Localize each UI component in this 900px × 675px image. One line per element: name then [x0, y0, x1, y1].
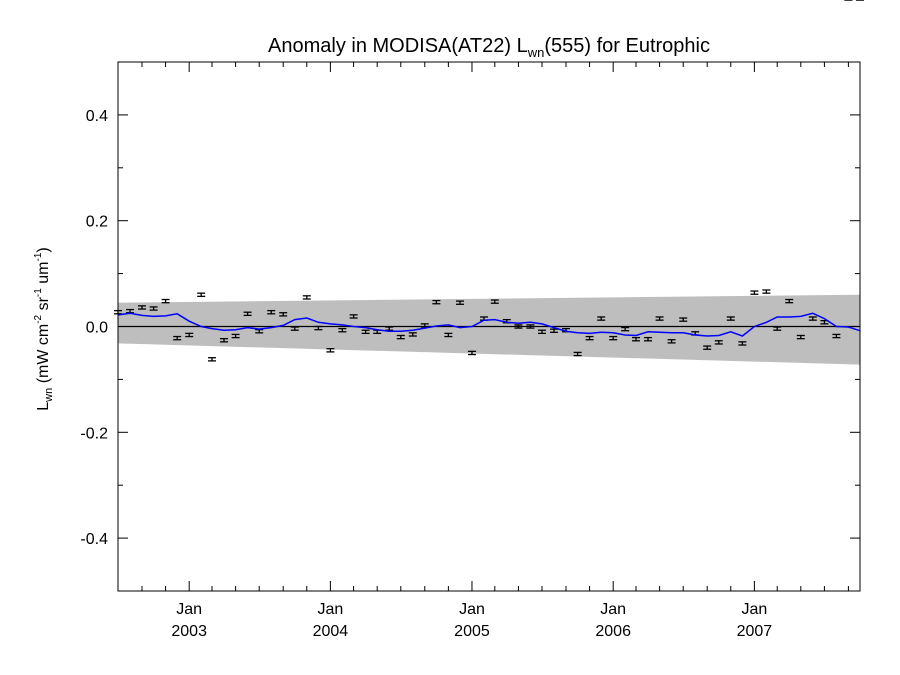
anomaly-point: [808, 316, 817, 321]
y-axis-ticks: 0.4 0.2 0.0 -0.2 -0.4: [80, 61, 860, 592]
y-axis-label-sup2: -1: [33, 288, 44, 297]
x-tick-label-month: Jan: [459, 601, 485, 618]
anomaly-point: [208, 357, 217, 362]
chart-title-rest: (555) for Eutrophic: [544, 35, 710, 57]
confidence-band-layer: [118, 294, 860, 365]
y-axis-label-units-um: um: [35, 262, 52, 289]
anomaly-point: [514, 324, 523, 329]
anomaly-point: [773, 326, 782, 331]
anomaly-point: [220, 338, 228, 343]
anomaly-point: [644, 336, 652, 342]
y-tick-label: -0.4: [80, 531, 108, 548]
anomaly-point: [621, 326, 630, 332]
anomaly-point: [655, 316, 664, 321]
anomaly-point: [573, 351, 582, 357]
x-tick-label-year: 2004: [313, 623, 349, 640]
y-axis-label-sup3: -1: [33, 252, 44, 261]
anomaly-point: [197, 292, 206, 297]
anomaly-point: [185, 332, 194, 338]
y-axis-label-symbol: L: [35, 402, 52, 411]
anomaly-point: [538, 329, 546, 335]
x-tick-label-year: 2007: [737, 623, 773, 640]
anomaly-point: [667, 339, 676, 344]
anomaly-point: [326, 348, 335, 353]
anomaly-point: [467, 350, 476, 356]
anomaly-point: [267, 309, 276, 315]
anomaly-point: [585, 335, 594, 341]
anomaly-point: [349, 314, 358, 319]
y-axis-label-units: (mW cm: [35, 324, 52, 388]
anomaly-point: [762, 289, 771, 294]
anomaly-point: [609, 335, 618, 341]
anomaly-point: [173, 335, 182, 341]
anomaly-point: [679, 317, 688, 322]
y-tick-label: -0.2: [80, 425, 108, 442]
anomaly-point: [726, 316, 735, 321]
anomaly-point: [750, 290, 759, 295]
anomaly-point: [738, 341, 747, 346]
anomaly-point: [526, 324, 535, 329]
anomaly-point: [408, 332, 417, 337]
x-tick-label-year: 2006: [595, 623, 631, 640]
anomaly-point: [490, 299, 499, 304]
chart-title-main: Anomaly in MODISA(AT22) L: [268, 35, 528, 57]
anomaly-point: [444, 332, 453, 338]
anomaly-point: [302, 295, 311, 300]
anomaly-point: [597, 316, 606, 321]
y-tick-label: 0.2: [86, 214, 108, 231]
y-axis-label: Lwn (mW cm-2 sr-1 um-1): [33, 247, 55, 410]
y-axis-label-close: ): [35, 247, 52, 252]
y-axis-label-units-sr: sr: [35, 296, 52, 314]
anomaly-point: [632, 336, 641, 342]
anomaly-point: [455, 300, 464, 305]
anomaly-point: [796, 334, 805, 340]
x-tick-label-month: Jan: [600, 601, 626, 618]
x-tick-label-month: Jan: [741, 601, 767, 618]
anomaly-point: [279, 312, 288, 317]
anomaly-point: [149, 306, 158, 311]
anomaly-point: [832, 333, 841, 339]
chart-title-subscript: wn: [527, 45, 545, 60]
anomaly-point: [338, 327, 347, 333]
x-tick-label-year: 2003: [171, 623, 207, 640]
anomaly-point: [396, 334, 405, 340]
x-tick-label-month: Jan: [176, 601, 202, 618]
x-tick-label-month: Jan: [317, 601, 343, 618]
anomaly-point: [714, 340, 723, 345]
anomaly-points-layer: [114, 0, 864, 362]
y-tick-label: 0.4: [86, 108, 108, 125]
anomaly-point: [314, 325, 323, 331]
y-axis-label-subscript: wn: [43, 388, 55, 403]
anomaly-point: [703, 345, 712, 350]
anomaly-point: [137, 305, 146, 310]
anomaly-point: [290, 326, 299, 331]
smoothed-series-line: [117, 312, 861, 337]
anomaly-point: [785, 298, 794, 304]
y-tick-label: 0.0: [86, 320, 108, 337]
anomaly-point: [432, 299, 441, 305]
chart-title: Anomaly in MODISA(AT22) Lwn(555) for Eut…: [268, 35, 710, 60]
x-tick-label-year: 2005: [454, 623, 490, 640]
anomaly-point: [231, 333, 240, 339]
anomaly-point: [161, 298, 170, 304]
anomaly-point: [243, 311, 252, 317]
confidence-band: [118, 294, 860, 365]
anomaly-point: [361, 329, 370, 335]
x-axis-ticks: Jan 2003 Jan 2004 Jan 2005 Jan 2006 Jan 2007: [117, 62, 849, 640]
y-axis-label-sup1: -2: [33, 314, 44, 323]
